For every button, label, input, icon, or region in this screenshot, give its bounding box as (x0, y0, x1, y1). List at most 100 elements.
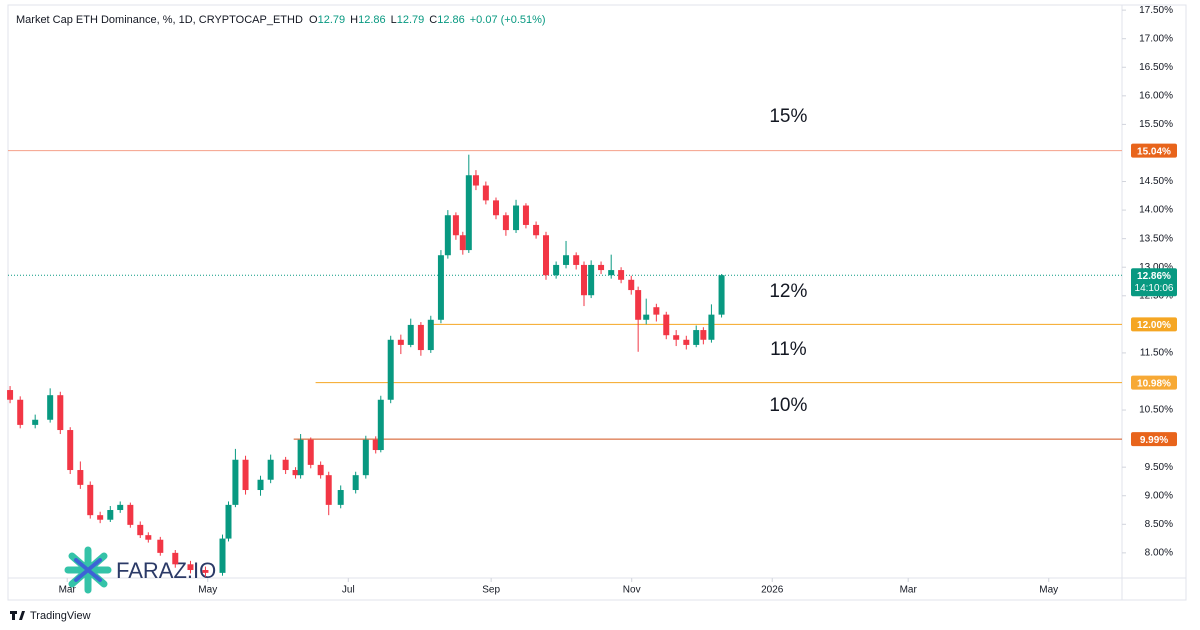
y-tick-label: 8.50% (1145, 519, 1173, 530)
candle-body (573, 255, 580, 265)
ohlc-key: O (309, 14, 318, 26)
candle-body (97, 515, 104, 520)
candle-body (67, 430, 74, 471)
level-tag-label: 9.99% (1140, 435, 1168, 446)
candle-body (317, 464, 324, 476)
candle-body (513, 205, 520, 231)
header: Market Cap ETH Dominance, %, 1D, CRYPTOC… (16, 14, 551, 26)
candle-body (219, 538, 226, 573)
candle-body (407, 324, 414, 345)
x-tick-label: Mar (900, 585, 918, 596)
candle-body (522, 205, 529, 225)
candle-body (444, 215, 451, 256)
candle-body (387, 339, 394, 400)
candle-body (581, 264, 588, 296)
candle-body (653, 307, 660, 315)
candle-body (7, 390, 14, 400)
level-tag-label: 10.98% (1137, 378, 1171, 389)
candle-body (542, 235, 549, 276)
candle-body (472, 175, 479, 186)
candle-body (307, 439, 314, 465)
level-tag-label: 15.04% (1137, 146, 1171, 157)
y-tick-label: 8.00% (1145, 548, 1173, 559)
candle-body (708, 314, 715, 340)
candle-body (137, 524, 144, 536)
candle-body (588, 264, 595, 296)
candle-body (693, 330, 700, 345)
candle-body (87, 484, 94, 516)
candle-body (683, 339, 690, 345)
y-tick-label: 14.50% (1139, 176, 1173, 187)
candle-body (482, 185, 489, 201)
logo-star (74, 558, 102, 582)
symbol-title: Market Cap ETH Dominance, %, 1D, CRYPTOC… (16, 14, 303, 26)
frame (7, 4, 1187, 601)
y-tick-label: 17.00% (1139, 33, 1173, 44)
x-tick-label: Jul (342, 585, 355, 596)
ohlc-value: 12.79 (396, 14, 425, 26)
candle-body (337, 490, 344, 505)
candle-body (225, 504, 232, 539)
ohlc: O12.79 H12.86 L12.79 C12.86 (309, 14, 470, 26)
candle-body (492, 200, 499, 216)
candle-body (553, 264, 560, 276)
ohlc-key: C (429, 14, 438, 26)
candle-body (533, 224, 540, 236)
candle-body (618, 270, 625, 280)
candle-body (242, 459, 249, 491)
countdown: 14:10:06 (1135, 283, 1174, 294)
ohlc-key: L (390, 14, 397, 26)
candle-body (700, 330, 707, 340)
candle-body (57, 395, 64, 431)
candle-body (465, 175, 472, 251)
last-price-tag (1131, 268, 1177, 297)
y-tick-label: 11.50% (1140, 348, 1173, 359)
level-tag (1131, 317, 1177, 332)
y-tick-label: 9.50% (1145, 462, 1173, 473)
candle-body (427, 319, 434, 351)
x-tick-label: Sep (482, 585, 500, 596)
x-tick-label: May (1039, 585, 1058, 596)
candle-body (232, 459, 239, 505)
level-tag (1131, 375, 1177, 390)
candle-body (452, 215, 459, 236)
ohlc-key: H (350, 14, 359, 26)
candle-body (563, 255, 570, 265)
candle-body (628, 279, 635, 291)
y-tick-label: 14.00% (1139, 205, 1173, 216)
candle-body (127, 504, 134, 525)
candle-body (292, 470, 299, 476)
ohlc-value: 12.79 (317, 14, 346, 26)
candle-body (608, 270, 615, 276)
x-tick-label: May (198, 585, 217, 596)
candle-body (257, 479, 264, 491)
candle-body (32, 419, 39, 425)
ohlc-value: 12.86 (437, 14, 465, 26)
candle-body (718, 275, 725, 315)
y-tick-label: 17.50% (1139, 5, 1173, 16)
y-tick-label: 13.50% (1139, 233, 1173, 244)
x-tick-label: Mar (59, 585, 77, 596)
candle-body (502, 215, 509, 231)
footer-logo: TradingView (10, 610, 91, 622)
annotation: 11% (770, 339, 807, 360)
y-tick-label: 9.00% (1145, 490, 1173, 501)
candle-body (598, 264, 605, 271)
y-tick-label: 10.50% (1139, 405, 1173, 416)
watermark-logo: FARAZ.IO (64, 546, 216, 594)
candle-body (397, 339, 404, 345)
candle-body (107, 510, 114, 520)
candle-body (325, 475, 332, 505)
candle-body (145, 535, 152, 540)
y-tick-label: 16.00% (1139, 90, 1173, 101)
level-tag-label: 12.00% (1137, 320, 1171, 331)
candle-body (417, 324, 424, 351)
candle-body (377, 399, 384, 451)
candle-body (459, 235, 466, 251)
candle-body (202, 570, 209, 573)
candle-body (267, 459, 274, 480)
candle-body (352, 475, 359, 491)
last-price-label: 12.86% (1137, 271, 1171, 282)
